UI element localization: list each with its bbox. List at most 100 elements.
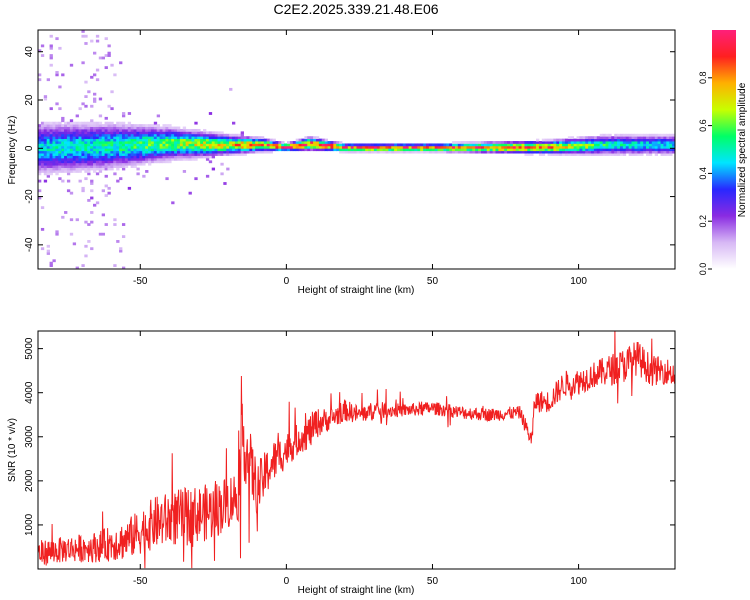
spectrogram-cell <box>452 145 456 149</box>
spectrogram-cell <box>43 150 48 154</box>
spectrogram-cell <box>49 141 53 144</box>
spectrogram-cell <box>194 157 198 161</box>
spectrogram-cell <box>58 157 62 161</box>
spectrogram-cell <box>567 148 572 152</box>
spectrogram-cell <box>81 145 85 149</box>
spectrogram-cell <box>672 150 675 154</box>
spectrogram-cell <box>58 138 62 142</box>
spectrogram-cell <box>559 145 563 149</box>
spectrogram-cell <box>101 162 105 166</box>
spectrogram-cell <box>90 153 94 156</box>
spectrogram-cell <box>66 148 71 152</box>
spectrogram-cell <box>182 145 187 149</box>
spectrogram-cell <box>191 150 195 154</box>
spectrogram-cell <box>110 124 114 127</box>
spectrogram-cell <box>234 133 239 137</box>
spectrogram-cell <box>281 141 285 144</box>
spectrogram-cell <box>483 143 488 147</box>
spectrogram-cell <box>174 128 178 132</box>
spectrogram-cell <box>194 121 198 125</box>
spectrogram-cell <box>648 136 653 140</box>
spectrogram-cell <box>625 136 630 140</box>
spectrogram-cell <box>634 150 638 154</box>
spectrogram-cell <box>52 259 56 263</box>
spectrogram-cell <box>142 174 146 178</box>
spectrogram-cell <box>75 133 79 137</box>
spectrogram-cell <box>622 153 627 156</box>
spectrogram-cell <box>113 155 117 159</box>
spectrogram-cell <box>46 170 50 173</box>
spectrogram-cell <box>58 128 62 132</box>
spectrogram-cell <box>46 128 50 132</box>
spectrogram-cell <box>174 131 178 135</box>
spectrogram-cell <box>46 143 50 147</box>
spectrogram-cell <box>98 136 103 140</box>
spectrogram-cell <box>281 145 285 149</box>
spectrogram-cell <box>660 141 664 144</box>
spectrogram-cell <box>119 145 123 149</box>
spectrogram-cell <box>240 131 244 135</box>
spectrogram-cell <box>292 145 297 149</box>
spectrogram-cell <box>515 150 520 154</box>
spectrogram-cell <box>69 131 74 135</box>
spectrogram-cell <box>84 131 88 135</box>
spectrogram-cell <box>246 138 250 142</box>
spectrogram-cell <box>87 126 91 130</box>
spectrogram-cell <box>121 128 126 132</box>
spectrogram-cell <box>81 153 85 156</box>
spectrogram-cell <box>69 141 74 144</box>
spectrogram-cell <box>229 141 233 144</box>
spectrogram-cell <box>40 143 45 147</box>
spectrogram-cell <box>66 172 71 176</box>
spectrogram-cell <box>113 133 117 137</box>
spectrogram-cell <box>49 172 53 176</box>
spectrogram-cell <box>93 131 97 135</box>
spectrogram-cell <box>78 153 82 156</box>
spectrogram-cell <box>657 148 661 152</box>
spectrogram-cell <box>434 148 438 152</box>
spectrogram-cell <box>43 138 48 142</box>
spectrogram-cell <box>211 167 216 171</box>
spectrogram-cell <box>84 165 88 168</box>
spectrogram-cell <box>619 133 624 137</box>
spectrogram-cell <box>391 145 395 149</box>
spectrogram-cell <box>602 136 606 140</box>
spectrogram-cell <box>533 141 537 144</box>
spectrogram-cell <box>295 145 299 149</box>
spectrogram-cell <box>472 150 476 154</box>
spectrogram-cell <box>269 141 273 144</box>
spectrogram-cell <box>75 153 79 156</box>
spectrogram-cell <box>61 138 65 142</box>
spectrogram-cell <box>113 136 117 140</box>
spectrogram-cell <box>104 155 108 159</box>
spectrogram-cell <box>174 126 178 130</box>
spectrogram-cell <box>98 232 103 236</box>
spectrogram-cell <box>55 172 59 176</box>
spectrogram-cell <box>46 165 50 168</box>
spectrogram-cell <box>113 126 117 130</box>
spectrogram-cell <box>61 153 65 156</box>
spectrogram-cell <box>608 145 612 149</box>
spectrogram-cell <box>553 150 557 154</box>
spectrogram-cell <box>588 150 592 154</box>
spectrogram-cell <box>49 34 53 38</box>
spectrogram-cell <box>614 143 618 147</box>
spectrogram-cell <box>133 126 137 130</box>
spectrogram-cell <box>625 133 630 137</box>
spectrogram-cell <box>150 145 155 149</box>
spectrogram-cell <box>78 136 82 140</box>
spectrogram-cell <box>252 138 256 142</box>
spectrogram-cell <box>585 138 589 142</box>
spectrogram-cell <box>185 153 189 156</box>
spectrogram-cell <box>75 126 79 130</box>
spectrogram-cell <box>651 133 656 137</box>
spectrogram-cell <box>203 143 207 147</box>
spectrogram-cell <box>637 145 641 149</box>
spectrogram-cell <box>628 141 632 144</box>
spectrogram-cell <box>148 157 152 161</box>
spectrogram-cell <box>466 145 470 149</box>
spectrogram-cell <box>504 141 508 144</box>
colorbar-ramp <box>712 30 736 269</box>
spectrogram-cell <box>301 141 305 144</box>
